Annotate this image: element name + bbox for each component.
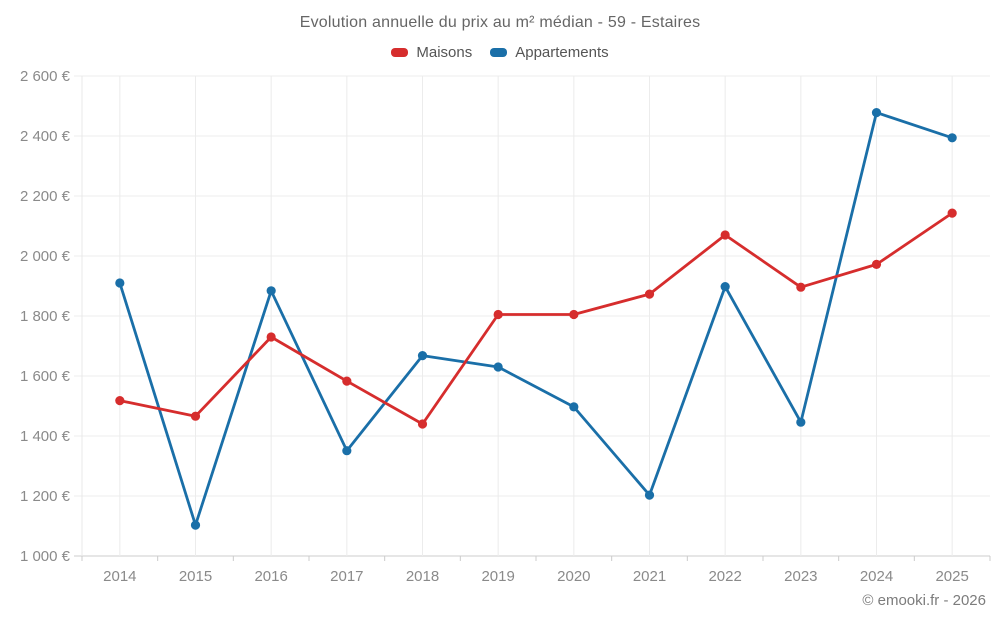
data-point-maisons-2018[interactable]	[417, 419, 428, 429]
y-axis-tick-label: 1 000 €	[20, 548, 71, 565]
x-axis-tick-label: 2025	[935, 568, 968, 585]
legend-item-appartements[interactable]: Appartements	[490, 44, 609, 61]
data-point-appartements-2025[interactable]	[947, 133, 957, 143]
x-axis-tick-label: 2015	[179, 568, 212, 585]
data-point-maisons-2025[interactable]	[947, 208, 957, 218]
y-axis-tick-label: 2 400 €	[20, 128, 71, 145]
chart-title: Evolution annuelle du prix au m² médian …	[299, 14, 701, 31]
x-axis-tick-label: 2017	[330, 568, 363, 585]
data-point-maisons-2016[interactable]	[266, 332, 276, 342]
data-point-maisons-2015[interactable]	[190, 411, 201, 421]
x-axis-tick-label: 2021	[633, 568, 666, 585]
x-axis-tick-label: 2018	[406, 568, 439, 585]
x-axis-tick-label: 2016	[254, 568, 287, 585]
data-point-appartements-2016[interactable]	[266, 286, 276, 296]
y-axis-tick-label: 2 000 €	[20, 248, 71, 265]
legend-item-maisons[interactable]: Maisons	[391, 44, 472, 61]
data-point-appartements-2022[interactable]	[720, 282, 730, 292]
data-point-maisons-2024[interactable]	[871, 259, 882, 269]
x-axis-tick-label: 2019	[481, 568, 514, 585]
x-axis-tick-label: 2022	[708, 568, 741, 585]
legend-item-label: Maisons	[416, 44, 473, 61]
copyright-credit: © emooki.fr - 2026	[862, 592, 986, 609]
data-point-appartements-2023[interactable]	[796, 417, 806, 427]
series-line-appartements	[118, 111, 954, 527]
data-point-appartements-2021[interactable]	[644, 490, 655, 500]
y-axis-tick-label: 1 400 €	[20, 428, 71, 445]
data-point-appartements-2020[interactable]	[569, 402, 579, 412]
data-point-maisons-2020[interactable]	[569, 309, 579, 320]
y-axis-tick-label: 2 600 €	[20, 68, 71, 85]
data-point-appartements-2015[interactable]	[190, 520, 201, 530]
legend-item-label: Appartements	[515, 44, 609, 61]
y-axis-tick-label: 2 200 €	[20, 188, 71, 205]
x-axis-tick-label: 2024	[860, 568, 893, 585]
data-point-appartements-2018[interactable]	[417, 351, 428, 361]
data-point-appartements-2014[interactable]	[115, 278, 125, 288]
y-axis-tick-label: 1 800 €	[20, 308, 71, 325]
data-point-maisons-2023[interactable]	[796, 282, 806, 292]
x-axis-tick-label: 2014	[103, 568, 136, 585]
data-point-maisons-2017[interactable]	[342, 376, 352, 386]
appartements-legend-swatch	[490, 48, 508, 57]
x-axis-tick-label: 2023	[784, 568, 817, 585]
data-point-appartements-2024[interactable]	[871, 108, 882, 118]
data-point-maisons-2019[interactable]	[493, 309, 503, 320]
y-axis-tick-label: 1 200 €	[20, 488, 71, 505]
data-point-appartements-2017[interactable]	[342, 446, 352, 456]
x-axis-tick-label: 2020	[557, 568, 590, 585]
series-line-maisons	[118, 211, 954, 426]
legend: Maisons Appartements	[0, 44, 1000, 61]
data-point-maisons-2022[interactable]	[720, 230, 730, 240]
data-point-maisons-2014[interactable]	[115, 396, 125, 406]
data-point-maisons-2021[interactable]	[644, 289, 655, 299]
data-point-appartements-2019[interactable]	[493, 362, 503, 372]
y-axis-tick-label: 1 600 €	[20, 368, 71, 385]
maisons-legend-swatch	[391, 48, 409, 57]
